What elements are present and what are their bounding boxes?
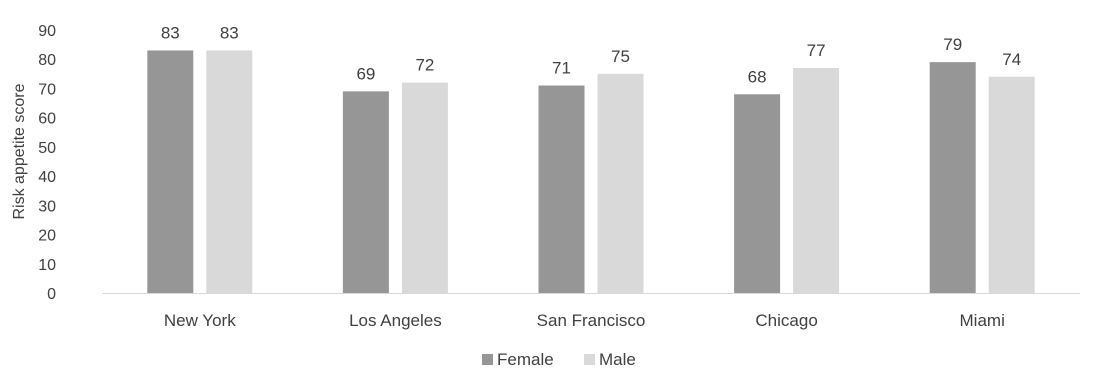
- y-tick-label: 60: [38, 111, 56, 128]
- x-category-label: New York: [164, 311, 236, 330]
- bar-male: [597, 73, 644, 293]
- data-label: 71: [552, 59, 571, 78]
- y-axis-title: Risk appetite score: [11, 83, 28, 219]
- legend-label-male: Male: [599, 350, 636, 369]
- data-label: 79: [943, 35, 962, 54]
- bar-male: [206, 50, 253, 294]
- x-axis-category-labels: New York Los Angeles San Francisco Chicago M…: [164, 311, 1005, 330]
- bar-female: [342, 91, 389, 293]
- bar-female: [929, 62, 976, 294]
- y-tick-label: 40: [38, 169, 56, 186]
- data-label: 77: [807, 41, 826, 60]
- bar-female: [538, 85, 585, 294]
- data-label: 69: [356, 64, 375, 83]
- legend-swatch-female: [482, 354, 493, 365]
- y-tick-label: 0: [47, 286, 56, 303]
- legend-swatch-male: [584, 354, 595, 365]
- legend-label-female: Female: [497, 350, 554, 369]
- x-category-label: Miami: [960, 311, 1005, 330]
- x-category-label: Los Angeles: [349, 311, 442, 330]
- y-tick-label: 80: [38, 52, 56, 69]
- bar-male: [401, 82, 448, 293]
- x-category-label: San Francisco: [537, 311, 646, 330]
- data-label: 72: [415, 56, 434, 75]
- bar-male: [793, 67, 840, 293]
- bar-male: [988, 76, 1035, 293]
- bars: [147, 50, 1035, 294]
- x-category-label: Chicago: [755, 311, 817, 330]
- y-tick-label: 10: [38, 257, 56, 274]
- bar-female: [734, 94, 781, 294]
- data-label: 83: [220, 23, 239, 42]
- y-tick-label: 90: [38, 23, 56, 40]
- data-label: 83: [161, 23, 180, 42]
- data-labels: 83 83 69 72 71 75 68 77 79 74: [161, 23, 1021, 86]
- y-tick-label: 50: [38, 140, 56, 157]
- legend: Female Male: [482, 350, 636, 369]
- data-label: 68: [748, 67, 767, 86]
- data-label: 75: [611, 47, 630, 66]
- bar-female: [147, 50, 194, 294]
- y-tick-label: 70: [38, 81, 56, 98]
- y-tick-label: 30: [38, 198, 56, 215]
- y-tick-label: 20: [38, 228, 56, 245]
- y-axis-ticks: 0 10 20 30 40 50 60 70 80 90: [38, 23, 56, 303]
- data-label: 74: [1002, 50, 1021, 69]
